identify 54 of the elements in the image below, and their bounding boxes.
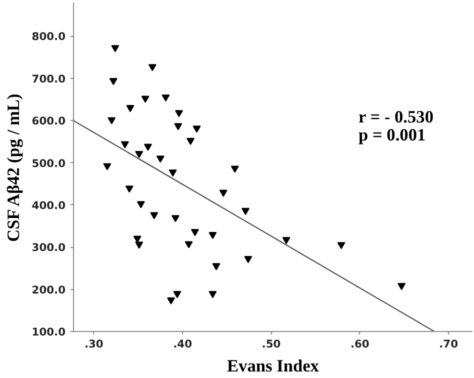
- point: [168, 170, 177, 177]
- x-axis-title: Evans Index: [227, 356, 320, 376]
- point: [337, 242, 346, 250]
- point: [398, 283, 406, 290]
- point: [162, 94, 170, 102]
- point: [184, 241, 193, 248]
- point: [144, 144, 152, 151]
- point: [108, 117, 116, 124]
- point: [156, 156, 164, 163]
- x-tick-label: .30: [84, 338, 104, 350]
- y-tick-label: 700.0: [32, 72, 66, 86]
- annotation: r = - 0.530: [358, 108, 434, 126]
- point: [109, 78, 118, 86]
- x-tick-label: .70: [439, 338, 458, 350]
- point: [175, 110, 184, 118]
- point: [212, 263, 220, 270]
- point: [133, 236, 142, 243]
- point: [135, 242, 144, 249]
- point: [111, 45, 120, 52]
- y-tick-label: 600.0: [32, 114, 66, 128]
- point: [103, 163, 112, 170]
- point: [282, 237, 290, 244]
- point: [120, 141, 129, 148]
- y-axis-title: CSF Aβ42 (pg / mL): [4, 94, 23, 242]
- point: [148, 64, 156, 72]
- point: [242, 208, 250, 215]
- point: [173, 291, 182, 298]
- point: [208, 232, 217, 240]
- point: [208, 291, 217, 298]
- y-tick-label: 200.0: [32, 283, 66, 296]
- x-tick-label: .50: [262, 338, 281, 350]
- point: [244, 256, 252, 264]
- point: [186, 138, 195, 145]
- point: [167, 297, 176, 304]
- point: [230, 166, 239, 173]
- point: [192, 126, 201, 133]
- point: [219, 190, 228, 197]
- y-tick-label: 500.0: [32, 156, 66, 170]
- point: [126, 105, 134, 112]
- point: [125, 186, 134, 193]
- x-tick-label: .40: [173, 338, 192, 350]
- annotation: p = 0.001: [358, 126, 426, 144]
- y-tick-label: 100.0: [32, 326, 66, 338]
- point: [171, 215, 180, 222]
- point: [141, 96, 150, 103]
- y-tick-label: 800.0: [32, 30, 66, 44]
- y-tick-label: 400.0: [32, 198, 66, 212]
- y-tick-label: 300.0: [32, 241, 66, 254]
- point: [150, 212, 158, 220]
- x-tick-label: .60: [350, 338, 370, 350]
- point: [135, 150, 144, 158]
- point: [136, 201, 145, 208]
- point: [174, 123, 182, 130]
- point: [190, 229, 199, 236]
